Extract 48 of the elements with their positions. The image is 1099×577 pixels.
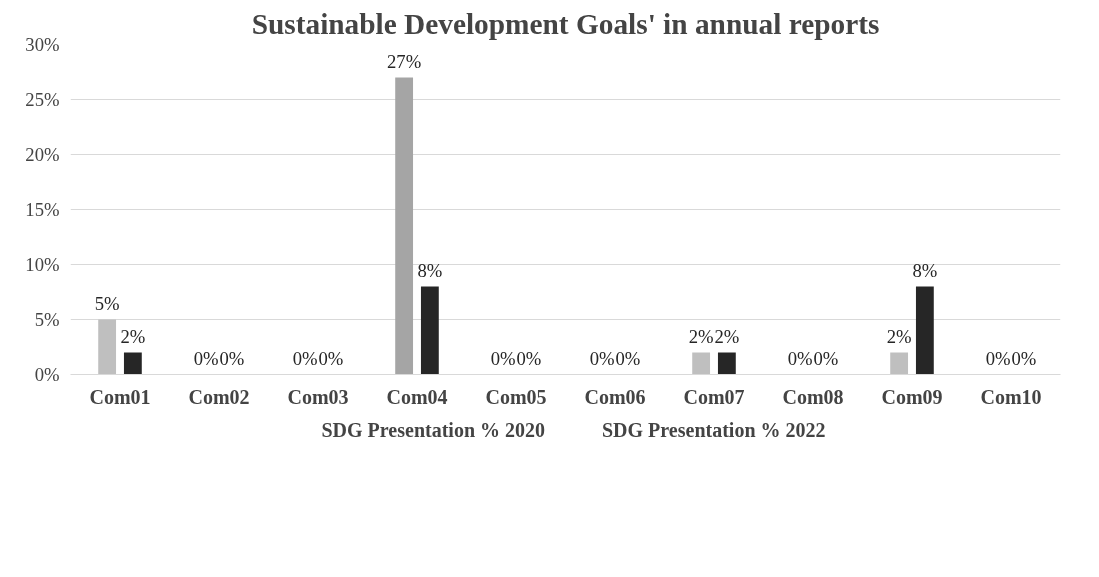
data-label: 2% bbox=[714, 325, 740, 347]
data-label: 0% bbox=[589, 347, 615, 369]
bar bbox=[123, 352, 142, 375]
x-tick-label: Com09 bbox=[881, 385, 943, 408]
bar bbox=[915, 286, 934, 375]
y-tick-label: 0% bbox=[34, 364, 60, 385]
x-tick-label: Com05 bbox=[485, 385, 547, 408]
x-tick-label: Com08 bbox=[782, 385, 844, 408]
data-label: 0% bbox=[219, 347, 245, 369]
data-label: 0% bbox=[985, 347, 1011, 369]
data-label: 0% bbox=[193, 347, 219, 369]
x-tick-label: Com02 bbox=[188, 385, 250, 408]
bar bbox=[395, 77, 414, 375]
text: SDG Presentation % 2020 bbox=[321, 418, 545, 442]
bar bbox=[420, 286, 439, 375]
data-label: 8% bbox=[417, 259, 443, 281]
data-label: 5% bbox=[94, 292, 120, 314]
x-tick-label: Com07 bbox=[683, 385, 745, 408]
data-label: 2% bbox=[120, 325, 146, 347]
bar bbox=[890, 352, 909, 375]
x-tick-label: Com03 bbox=[287, 385, 349, 408]
data-label: 0% bbox=[615, 347, 641, 369]
data-label: 8% bbox=[912, 259, 938, 281]
data-label: 0% bbox=[813, 347, 839, 369]
text: SDG Presentation % 2022 bbox=[602, 418, 826, 442]
x-tick-label: Com01 bbox=[89, 385, 151, 408]
x-tick-label: Com10 bbox=[980, 385, 1042, 408]
x-tick-label: Com06 bbox=[584, 385, 646, 408]
y-tick-label: 25% bbox=[25, 89, 60, 110]
y-tick-label: 10% bbox=[25, 254, 60, 275]
data-label: 0% bbox=[516, 347, 542, 369]
chart-title: Sustainable Development Goals' in annual reports bbox=[251, 7, 880, 40]
y-tick-label: 5% bbox=[34, 309, 60, 330]
y-tick-label: 20% bbox=[25, 144, 60, 165]
bar bbox=[692, 352, 711, 375]
data-label: 27% bbox=[387, 50, 422, 72]
y-tick-label: 30% bbox=[25, 34, 60, 55]
data-label: 0% bbox=[318, 347, 344, 369]
data-label: 2% bbox=[688, 325, 714, 347]
bar bbox=[717, 352, 736, 375]
y-tick-label: 15% bbox=[25, 199, 60, 220]
bar bbox=[98, 319, 117, 375]
data-label: 0% bbox=[490, 347, 516, 369]
data-label: 0% bbox=[292, 347, 318, 369]
data-label: 2% bbox=[886, 325, 912, 347]
data-label: 0% bbox=[1011, 347, 1037, 369]
x-tick-label: Com04 bbox=[386, 385, 448, 408]
data-label: 0% bbox=[787, 347, 813, 369]
